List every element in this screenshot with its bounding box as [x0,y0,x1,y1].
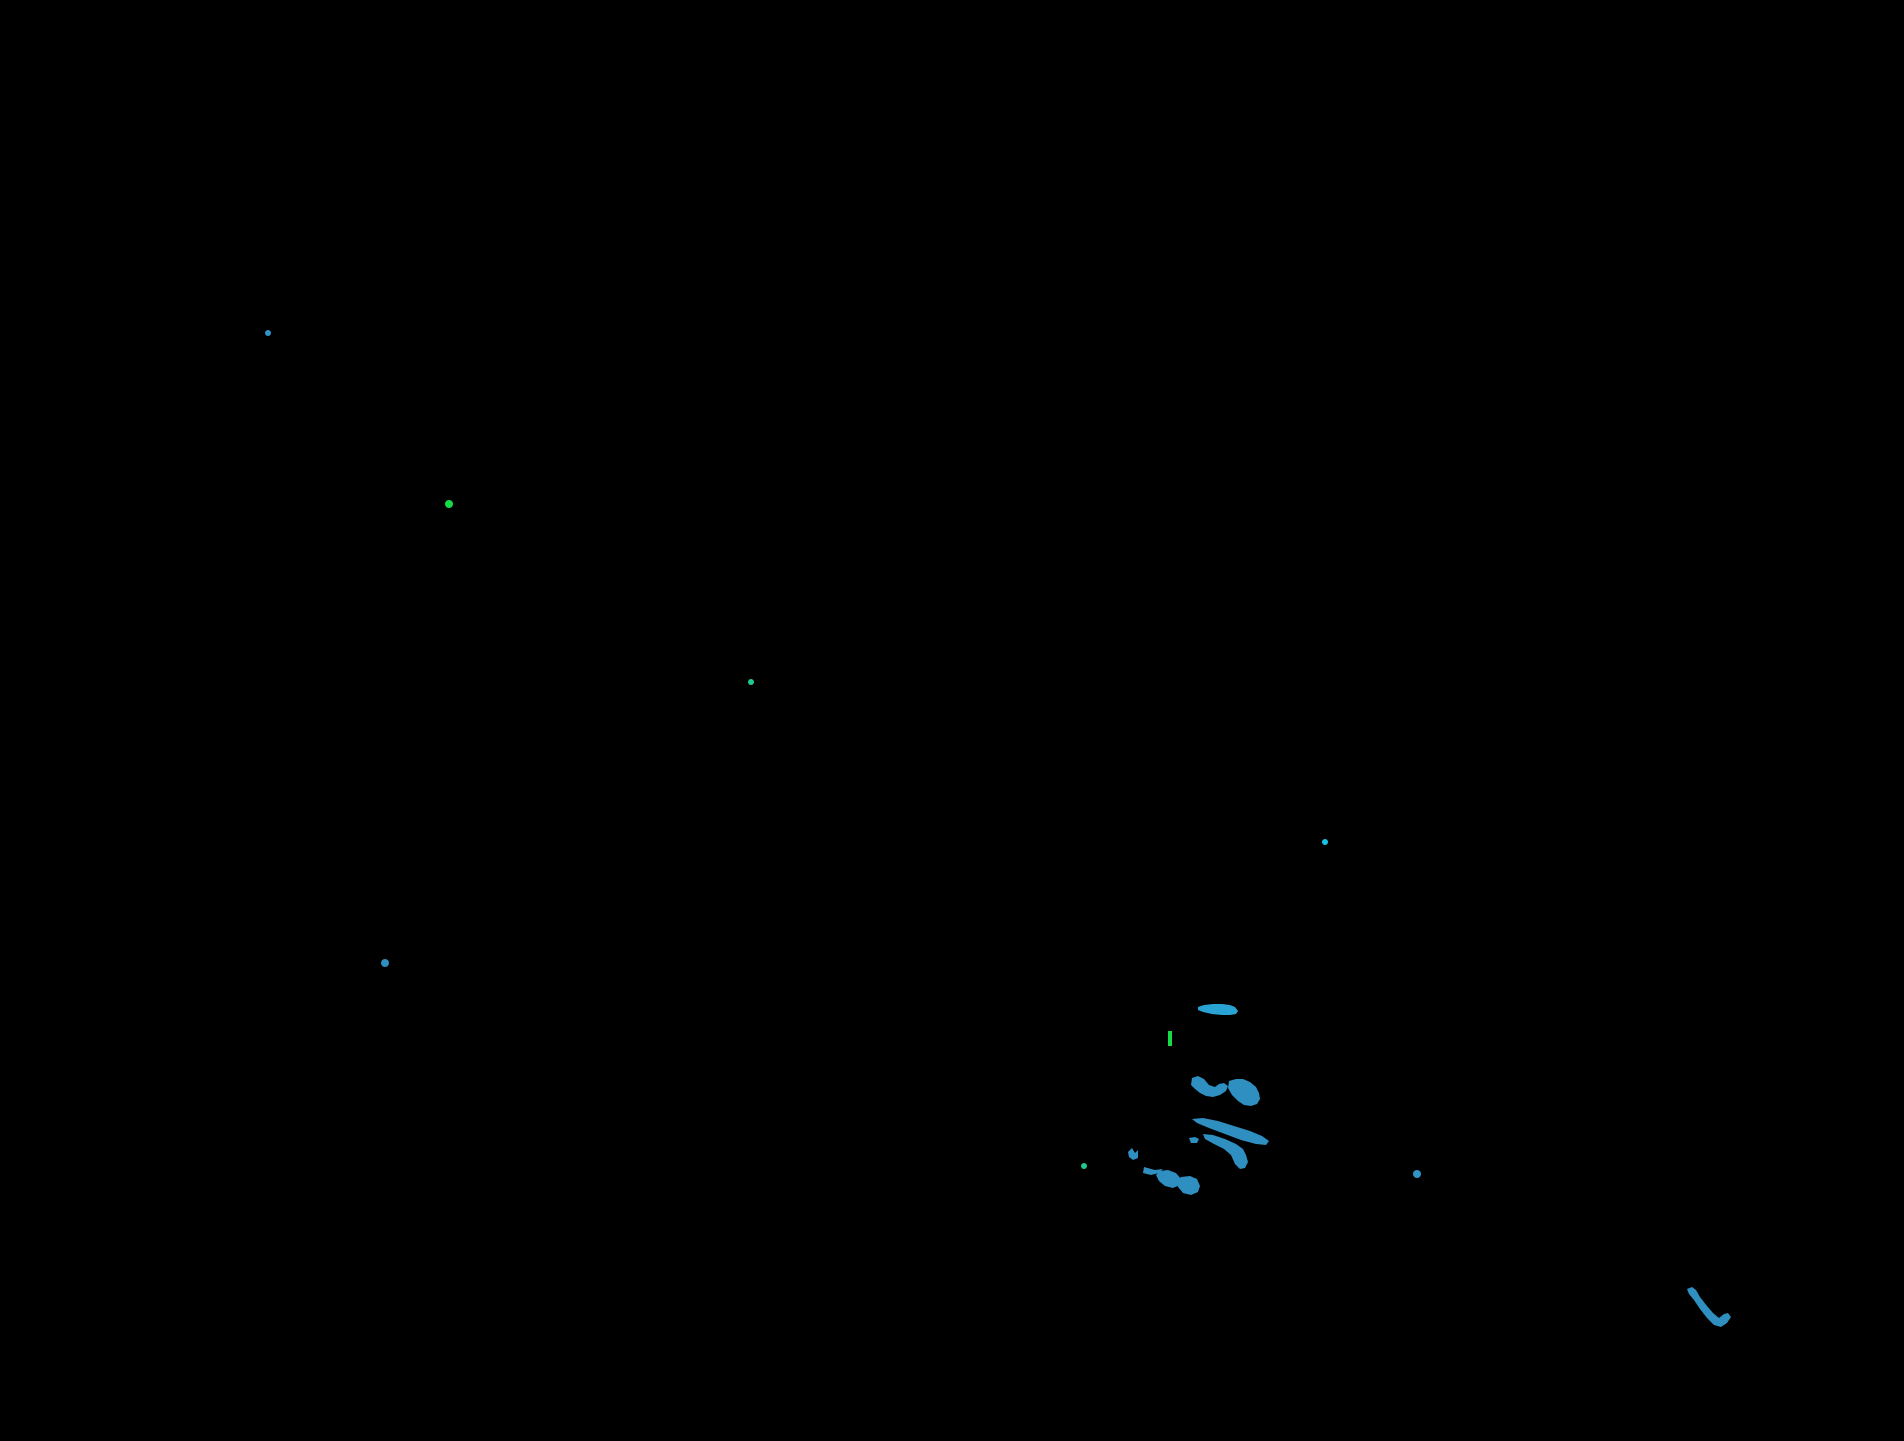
map-landmass[interactable]: Lanai [1192,1118,1269,1145]
map-marker[interactable]: Gardner Pinnacles [381,959,389,967]
map-marker[interactable]: Midway Atoll [445,500,453,508]
map-marker[interactable]: Nihoa [1081,1163,1087,1169]
map-landmass[interactable]: Niihau [1168,1031,1172,1046]
map-landmass[interactable]: Hawaii South Lobe [1177,1176,1200,1195]
map-landmass[interactable]: Maui [1203,1134,1248,1169]
map-marker[interactable]: Kaula Rock [1413,1170,1421,1178]
feature-layer[interactable]: Kure Atoll Midway Atoll Laysan Island Necke… [265,330,1731,1327]
map-landmass[interactable]: Kauai [1198,1004,1238,1015]
map-landmass[interactable]: Hawaii Big Island Ridge [1687,1287,1731,1327]
map-landmass[interactable]: Kahoolawe [1189,1137,1199,1143]
map-marker[interactable]: Necker Island [1322,839,1328,845]
map-marker[interactable]: Laysan Island [748,679,754,685]
map-landmass[interactable]: Oahu [1191,1076,1228,1097]
map-landmass[interactable]: Penguin Bank [1128,1148,1138,1160]
map-marker[interactable]: Kure Atoll [265,330,271,336]
map-landmass[interactable]: Hawaii West Lobe [1156,1170,1181,1188]
map-landmass[interactable]: Molokai [1228,1079,1260,1106]
